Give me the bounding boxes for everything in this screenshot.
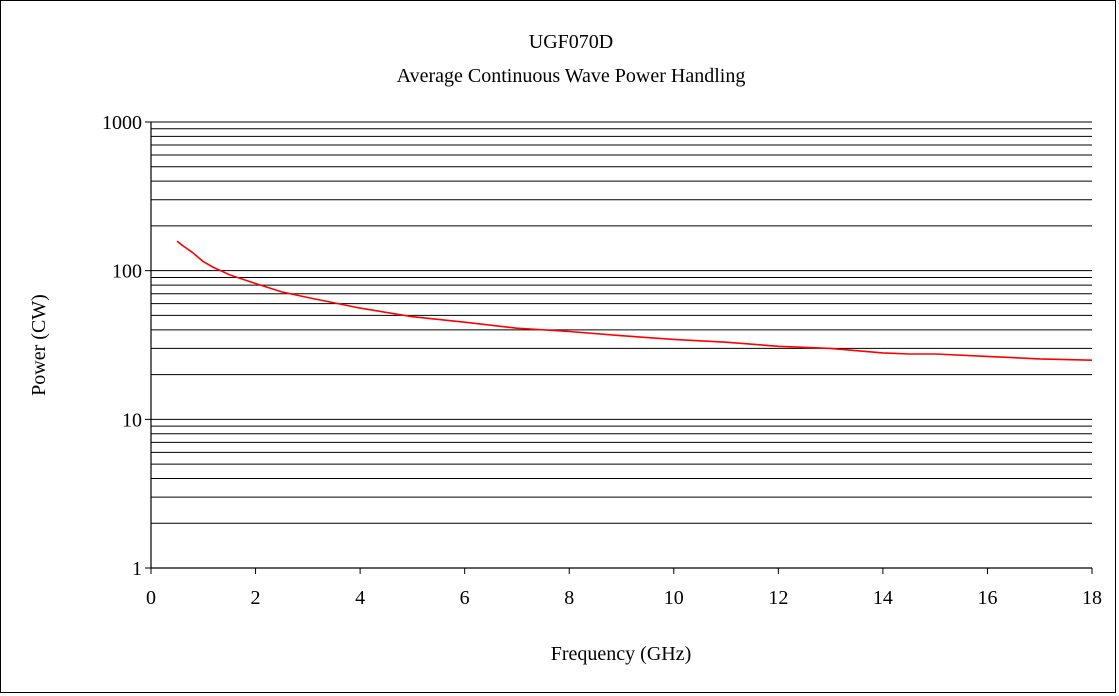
chart-title: UGF070D: [529, 31, 613, 53]
x-axis-label: Frequency (GHz): [551, 643, 692, 665]
axes: [145, 121, 1093, 574]
series-line-0: [176, 240, 1093, 361]
x-tick-labels: 0 2 4 6 8 10 12 14 16 18: [146, 587, 1102, 609]
y-tick-label: 100: [112, 261, 142, 283]
chart-subtitle: Average Continuous Wave Power Handling: [397, 65, 746, 87]
x-tick-label: 6: [460, 587, 470, 609]
x-tick-label: 16: [977, 587, 997, 609]
x-tick-label: 0: [146, 587, 156, 609]
x-tick-label: 4: [355, 587, 365, 609]
x-tick-label: 2: [251, 587, 261, 609]
x-tick-label: 12: [768, 587, 788, 609]
x-tick-label: 8: [564, 587, 574, 609]
y-tick-labels: 1 10 100 1000: [102, 112, 142, 580]
x-tick-label: 18: [1082, 587, 1102, 609]
y-tick-label: 10: [122, 409, 142, 431]
x-tick-label: 10: [664, 587, 684, 609]
gridlines: [151, 121, 1092, 524]
x-tick-label: 14: [873, 587, 893, 609]
series-group: [176, 240, 1093, 361]
y-tick-label: 1000: [102, 112, 142, 134]
y-axis-label: Power (CW): [28, 294, 50, 396]
y-tick-label: 1: [132, 558, 142, 580]
